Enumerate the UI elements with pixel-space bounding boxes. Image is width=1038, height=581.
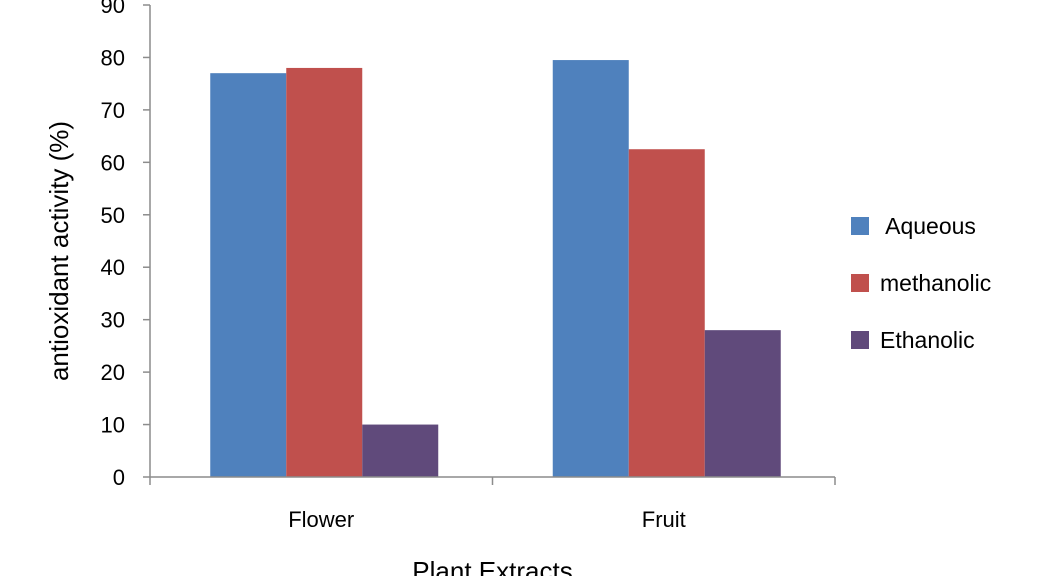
x-category-label: Flower: [288, 507, 354, 532]
y-axis-title: antioxidant activity (%): [44, 121, 74, 381]
bars-group: [210, 60, 781, 478]
bar-fruit-3: [704, 330, 781, 477]
y-tick-label: 60: [101, 150, 125, 175]
y-tick-label: 40: [101, 255, 125, 280]
legend-swatch: [851, 217, 869, 235]
legend: Aqueous methanolic Ethanolic: [851, 213, 991, 353]
legend-label: Ethanolic: [880, 327, 975, 353]
y-tick-label: 30: [101, 308, 125, 333]
y-tick-label: 70: [101, 98, 125, 123]
bar-fruit-2: [628, 149, 705, 477]
y-tick-label: 80: [101, 45, 125, 70]
bar-fruit-1: [552, 60, 629, 478]
legend-label: methanolic: [880, 270, 991, 296]
x-axis-title: Plant Extracts: [412, 556, 572, 576]
y-tick-label: 90: [101, 0, 125, 18]
y-tick-label: 20: [101, 360, 125, 385]
x-axis: Flower Fruit: [149, 476, 836, 532]
bar-flower-2: [286, 67, 363, 477]
legend-label: Aqueous: [880, 213, 976, 239]
legend-swatch: [851, 274, 869, 292]
legend-swatch: [851, 331, 869, 349]
bar-flower-3: [362, 424, 439, 477]
bar-flower-1: [210, 73, 287, 477]
y-tick-label: 50: [101, 203, 125, 228]
x-category-label: Fruit: [642, 507, 686, 532]
y-axis: 0 10 20 30 40 50 60 70 80 90: [101, 0, 151, 490]
y-tick-label: 0: [113, 465, 125, 490]
y-tick-label: 10: [101, 413, 125, 438]
